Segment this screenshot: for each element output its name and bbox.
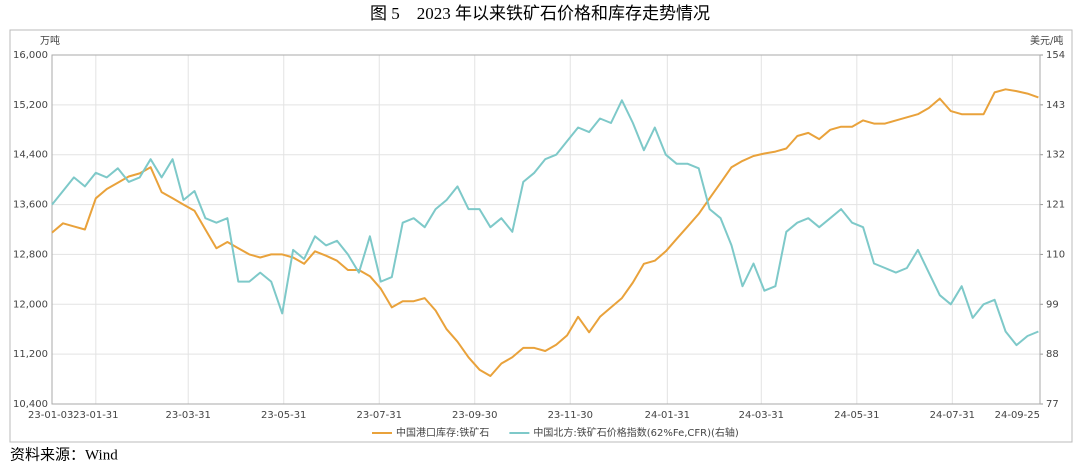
source-note: 资料来源：Wind — [10, 446, 118, 463]
x-tick-label: 23-03-31 — [166, 410, 211, 421]
y-tick-label: 16,000 — [13, 50, 48, 61]
y2-tick-label: 110 — [1046, 249, 1065, 260]
y2-tick-label: 143 — [1046, 100, 1065, 111]
y-tick-label: 12,800 — [13, 249, 48, 260]
y-tick-label: 14,400 — [13, 150, 48, 161]
x-tick-label: 23-07-31 — [357, 410, 402, 421]
y2-tick-label: 154 — [1046, 50, 1065, 61]
y2-tick-label: 99 — [1046, 299, 1059, 310]
y-tick-label: 11,200 — [13, 349, 48, 360]
series-line — [51, 88, 1039, 377]
y2-tick-label: 88 — [1046, 349, 1059, 360]
x-tick-label: 24-09-25 — [995, 410, 1040, 421]
series-line — [51, 99, 1039, 347]
x-tick-label: 23-01-31 — [73, 410, 118, 421]
x-tick-label: 23-11-30 — [548, 410, 593, 421]
x-tick-label: 24-01-31 — [645, 410, 690, 421]
x-tick-label: 24-03-31 — [739, 410, 784, 421]
x-tick-label: 23-09-30 — [452, 410, 497, 421]
y2-tick-label: 121 — [1046, 200, 1065, 211]
y-tick-label: 15,200 — [13, 100, 48, 111]
y2-axis-label: 美元/吨 — [1030, 34, 1063, 47]
y-tick-label: 13,600 — [13, 200, 48, 211]
y2-tick-label: 77 — [1046, 399, 1059, 410]
plot-area — [51, 54, 1041, 405]
x-tick-label: 23-05-31 — [261, 410, 306, 421]
y-tick-label: 12,000 — [13, 299, 48, 310]
legend-label: 中国港口库存:铁矿石 — [396, 426, 489, 439]
chart-frame — [9, 29, 1073, 443]
legend-label: 中国北方:铁矿石价格指数(62%Fe,CFR)(右轴) — [533, 426, 739, 439]
y-axis-label: 万吨 — [40, 34, 60, 47]
chart-title: 图 5 2023 年以来铁矿石价格和库存走势情况 — [370, 4, 710, 23]
y-tick-label: 10,400 — [13, 399, 48, 410]
x-tick-label: 24-05-31 — [834, 410, 879, 421]
y2-tick-label: 132 — [1046, 150, 1065, 161]
x-tick-label: 23-01-03 — [28, 410, 73, 421]
x-tick-label: 24-07-31 — [930, 410, 975, 421]
